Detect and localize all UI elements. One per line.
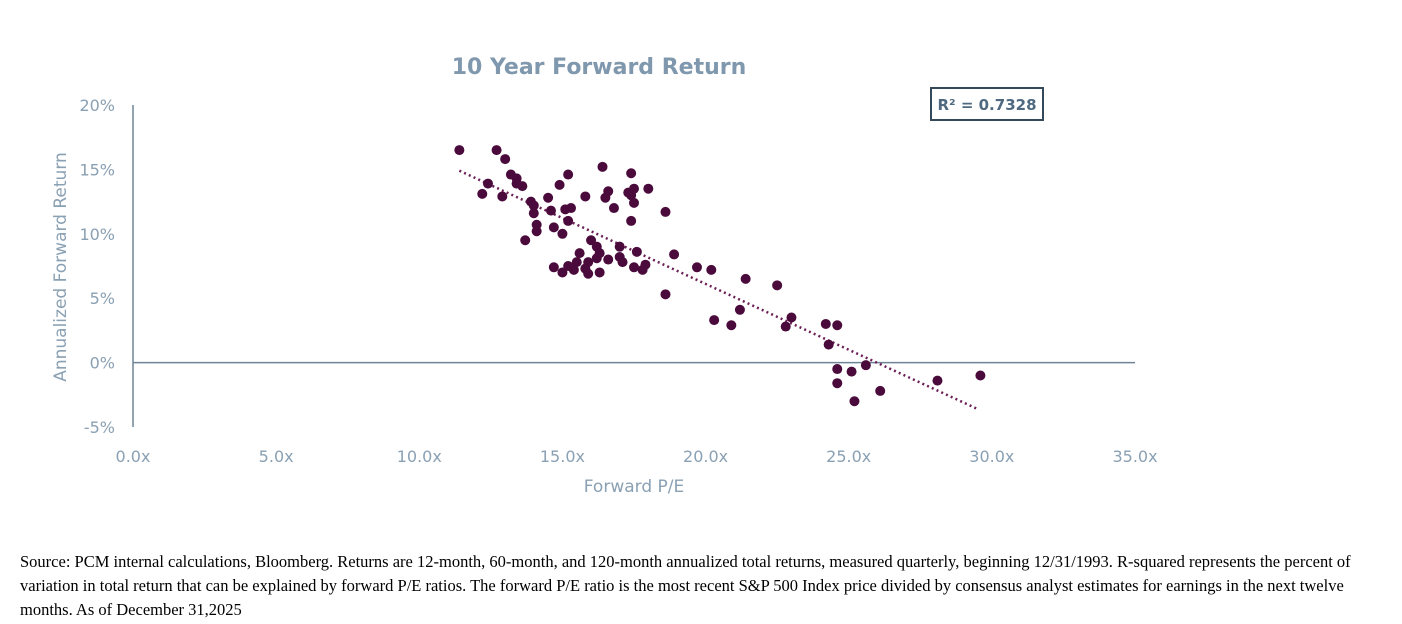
data-point <box>617 257 628 268</box>
data-point <box>563 169 574 180</box>
data-point <box>477 188 488 199</box>
data-point <box>571 257 582 268</box>
y-tick-label: -5% <box>84 418 115 437</box>
data-point <box>820 318 831 329</box>
r-squared-box <box>930 87 1044 121</box>
data-point <box>626 190 637 201</box>
x-tick-labels: 0.0x 5.0x 10.0x 15.0x 20.0x 25.0x 30.0x 35.0x <box>116 447 1158 466</box>
x-tick-label: 20.0x <box>683 447 728 466</box>
data-point <box>629 262 639 273</box>
data-point <box>832 364 843 375</box>
data-point <box>528 200 539 211</box>
y-tick-labels: 20% 15% 10% 5% 0% -5% <box>79 96 115 437</box>
data-point <box>691 262 702 273</box>
data-point <box>629 197 639 208</box>
data-point <box>591 253 602 264</box>
data-point <box>772 280 783 291</box>
r-squared-label: R² = 0.7328 <box>937 96 1036 114</box>
data-point <box>531 226 542 237</box>
scatter-chart: 10 Year Forward Return R² = 0.7328 20% 15… <box>51 55 1158 497</box>
x-tick-label: 15.0x <box>540 447 585 466</box>
data-point <box>603 186 614 197</box>
data-point <box>563 215 574 226</box>
data-point <box>543 192 554 203</box>
data-point <box>832 378 843 389</box>
data-point <box>500 154 511 165</box>
data-point <box>932 375 943 386</box>
source-footnote: Source: PCM internal calculations, Bloom… <box>20 552 1351 619</box>
data-point <box>597 161 608 172</box>
data-point <box>849 396 860 407</box>
data-point <box>491 145 502 156</box>
data-point <box>832 320 843 331</box>
data-point <box>626 215 637 226</box>
r-squared-annotation: R² = 0.7328 <box>930 87 1044 121</box>
x-tick-label: 25.0x <box>826 447 871 466</box>
y-tick-label: 0% <box>90 354 115 373</box>
data-point <box>846 366 857 377</box>
data-point <box>548 222 559 233</box>
data-point <box>875 385 886 396</box>
data-point <box>603 254 614 265</box>
y-tick-label: 5% <box>90 289 115 308</box>
x-tick-label: 0.0x <box>116 447 151 466</box>
data-point <box>528 208 539 219</box>
data-point <box>566 203 577 214</box>
data-point <box>574 248 585 259</box>
trendline <box>458 169 979 411</box>
data-point <box>497 191 508 202</box>
data-point <box>709 315 720 326</box>
data-point <box>568 264 579 275</box>
y-tick-label: 15% <box>79 160 115 179</box>
data-point <box>594 267 605 278</box>
y-tick-label: 20% <box>79 96 115 115</box>
data-point <box>640 259 651 270</box>
data-point <box>660 289 671 300</box>
data-point <box>726 320 737 331</box>
data-point <box>614 241 625 252</box>
data-point <box>517 181 528 192</box>
x-tick-label: 10.0x <box>397 447 442 466</box>
y-tick-label: 10% <box>79 225 115 244</box>
data-point <box>482 178 493 189</box>
y-axis-label: Annualized Forward Return <box>51 152 71 382</box>
data-point <box>520 235 531 246</box>
data-point <box>823 339 834 350</box>
data-point <box>740 273 751 284</box>
data-point <box>554 179 565 190</box>
chart-title: 10 Year Forward Return <box>452 55 747 80</box>
data-point <box>580 191 591 202</box>
x-tick-label: 35.0x <box>1112 447 1157 466</box>
x-tick-label: 30.0x <box>969 447 1014 466</box>
data-point <box>608 203 619 214</box>
data-point <box>545 205 556 216</box>
data-point <box>706 264 717 275</box>
data-point <box>557 267 568 278</box>
data-point <box>586 235 597 246</box>
data-points <box>454 145 986 407</box>
data-point <box>786 312 797 323</box>
data-point <box>975 370 986 381</box>
data-point <box>734 304 745 315</box>
data-point <box>669 249 680 260</box>
data-point <box>626 168 637 179</box>
data-point <box>548 262 559 273</box>
axes <box>132 105 1135 427</box>
data-point <box>660 206 671 217</box>
data-point <box>631 246 642 257</box>
data-point <box>780 321 791 332</box>
data-point <box>583 268 594 279</box>
x-axis-label: Forward P/E <box>584 477 685 497</box>
data-point <box>557 228 568 239</box>
data-point <box>860 360 871 371</box>
data-point <box>643 183 654 194</box>
data-point <box>454 145 465 156</box>
x-tick-label: 5.0x <box>259 447 294 466</box>
